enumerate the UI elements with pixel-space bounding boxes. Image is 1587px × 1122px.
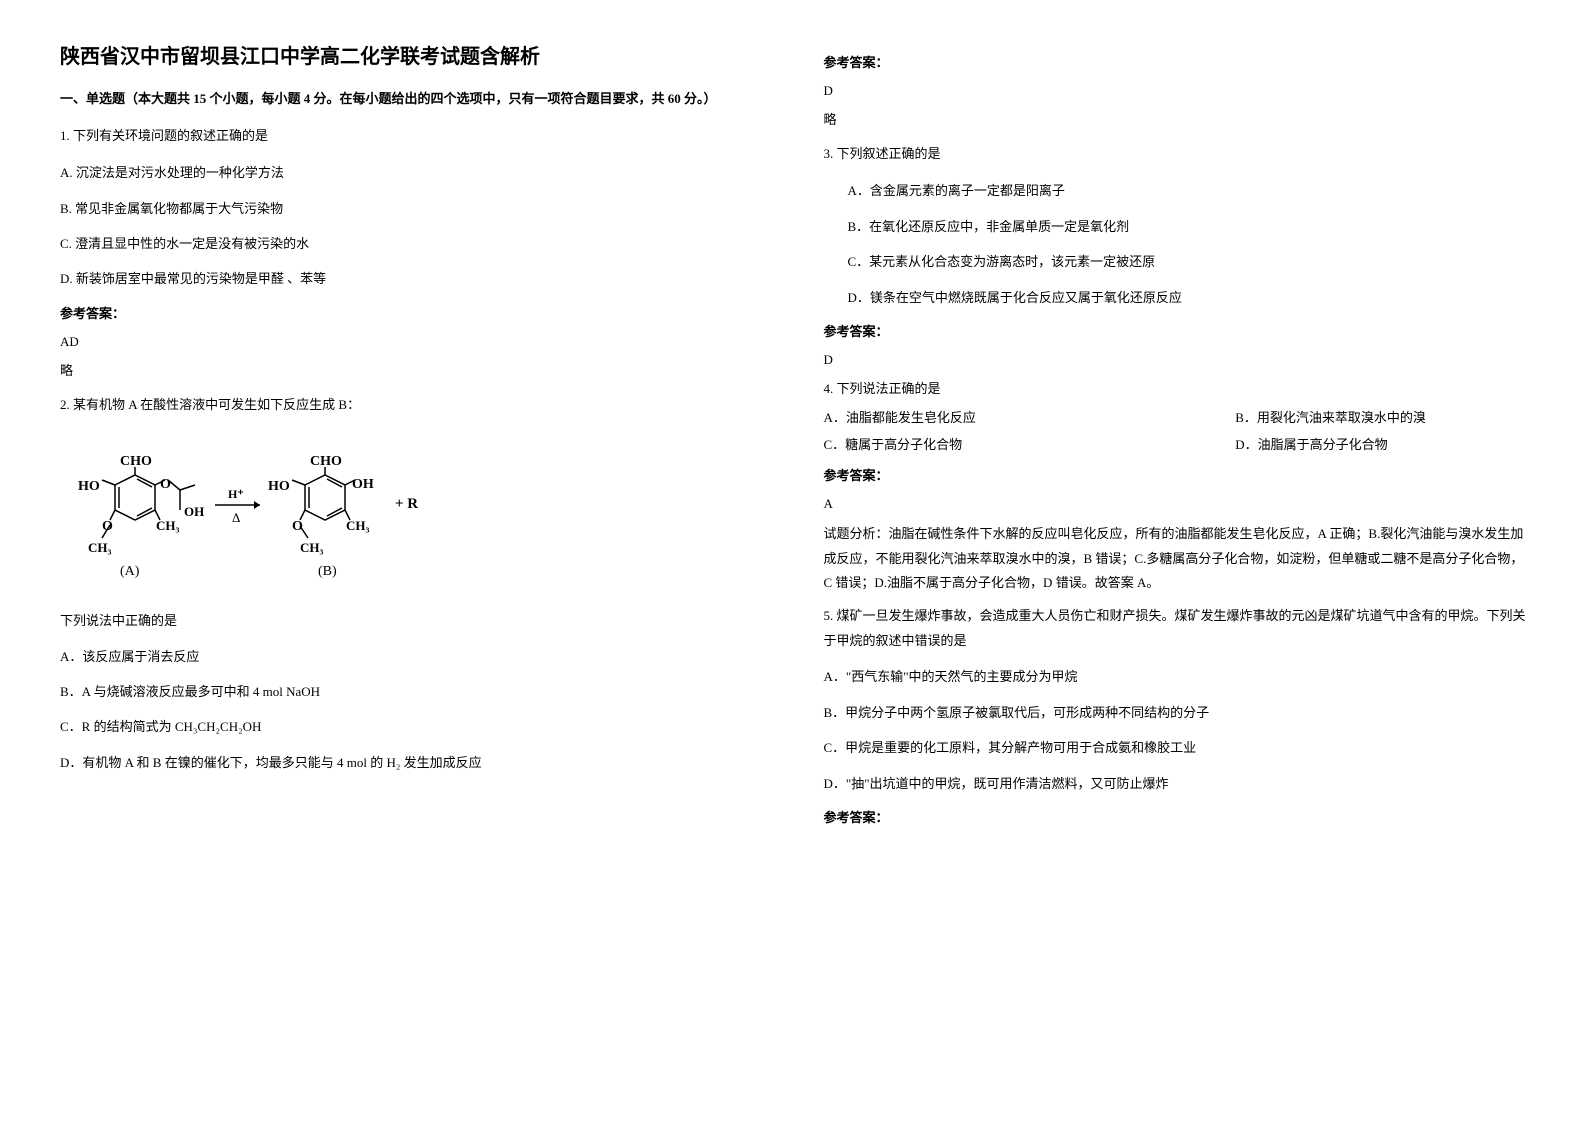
oh-label-a: OH (184, 504, 204, 519)
cho-label-b: CHO (310, 454, 342, 469)
q2-substem: 下列说法中正确的是 (60, 609, 764, 632)
q3-answer-label: 参考答案： (824, 321, 1528, 340)
q4-option-d: D．油脂属于高分子化合物 (1235, 434, 1527, 453)
q2-option-c: C．R 的结构简式为 CH₃CH₂CH₂OH (60, 715, 764, 738)
q4-option-c: C．糖属于高分子化合物 (824, 434, 1116, 453)
q1-option-b: B. 常见非金属氧化物都属于大气污染物 (60, 197, 764, 220)
q2-answer-label: 参考答案： (824, 52, 1528, 71)
q2-option-a: A．该反应属于消去反应 (60, 645, 764, 668)
q4-option-a: A．油脂都能发生皂化反应 (824, 407, 1116, 426)
plus-r-label: + R (395, 496, 418, 512)
left-column: 陕西省汉中市留坝县江口中学高二化学联考试题含解析 一、单选题（本大题共 15 个… (60, 40, 764, 838)
reaction-diagram: CHO HO O OH O CH₃ CH₃ (A) H⁺ Δ (60, 430, 480, 590)
q4-answer: A (824, 496, 1528, 512)
q2-answer: D (824, 83, 1528, 99)
benzene-ring-a (115, 475, 155, 520)
q4-row1: A．油脂都能发生皂化反应 B．用裂化汽油来萃取溴水中的溴 (824, 407, 1528, 426)
q3-stem: 3. 下列叙述正确的是 (824, 142, 1528, 165)
o-label-a2: O (102, 519, 113, 534)
page-title: 陕西省汉中市留坝县江口中学高二化学联考试题含解析 (60, 40, 764, 69)
q2-figure: CHO HO O OH O CH₃ CH₃ (A) H⁺ Δ (60, 430, 764, 595)
q2-option-b: B．A 与烧碱溶液反应最多可中和 4 mol NaOH (60, 680, 764, 703)
q4-option-b: B．用裂化汽油来萃取溴水中的溴 (1235, 407, 1527, 426)
q1-option-c: C. 澄清且显中性的水一定是没有被污染的水 (60, 232, 764, 255)
q1-note: 略 (60, 360, 764, 379)
q4-analysis: 试题分析：油脂在碱性条件下水解的反应叫皂化反应，所有的油脂都能发生皂化反应，A … (824, 522, 1528, 596)
q1-option-a: A. 沉淀法是对污水处理的一种化学方法 (60, 161, 764, 184)
o-label-a1: O (160, 477, 171, 492)
delta-label: Δ (232, 510, 240, 525)
ho-label-b: HO (268, 479, 290, 494)
q5-stem: 5. 煤矿一旦发生爆炸事故，会造成重大人员伤亡和财产损失。煤矿发生爆炸事故的元凶… (824, 604, 1528, 653)
q5-option-d: D．"抽"出坑道中的甲烷，既可用作清洁燃料，又可防止爆炸 (824, 772, 1528, 795)
q3-option-b: B．在氧化还原反应中，非金属单质一定是氧化剂 (848, 215, 1528, 238)
q2-option-d: D．有机物 A 和 B 在镍的催化下，均最多只能与 4 mol 的 H₂ 发生加… (60, 751, 764, 774)
q3-option-c: C．某元素从化合态变为游离态时，该元素一定被还原 (848, 250, 1528, 273)
o-label-b: O (292, 519, 303, 534)
q3-answer: D (824, 352, 1528, 368)
benzene-ring-b (305, 475, 345, 520)
q1-stem: 1. 下列有关环境问题的叙述正确的是 (60, 124, 764, 147)
ch3-label-a2: CH₃ (88, 540, 112, 555)
q5-option-c: C．甲烷是重要的化工原料，其分解产物可用于合成氨和橡胶工业 (824, 736, 1528, 759)
cho-label-a: CHO (120, 454, 152, 469)
q4-answer-label: 参考答案： (824, 465, 1528, 484)
ch3-label-b2: CH₃ (300, 540, 324, 555)
label-a: (A) (120, 564, 140, 579)
q1-answer-label: 参考答案： (60, 303, 764, 322)
q1-option-d: D. 新装饰居室中最常见的污染物是甲醛 、苯等 (60, 267, 764, 290)
oh-label-b: OH (352, 477, 374, 492)
section-heading: 一、单选题（本大题共 15 个小题，每小题 4 分。在每小题给出的四个选项中，只… (60, 89, 764, 110)
q5-option-a: A．"西气东输"中的天然气的主要成分为甲烷 (824, 665, 1528, 688)
label-b: (B) (318, 564, 337, 579)
q5-answer-label: 参考答案： (824, 807, 1528, 826)
q2-stem: 2. 某有机物 A 在酸性溶液中可发生如下反应生成 B： (60, 393, 764, 416)
q3-option-d: D．镁条在空气中燃烧既属于化合反应又属于氧化还原反应 (848, 286, 1528, 309)
h-plus-label: H⁺ (228, 487, 244, 501)
ch3-label-b: CH₃ (346, 518, 370, 533)
right-column: 参考答案： D 略 3. 下列叙述正确的是 A．含金属元素的离子一定都是阳离子 … (824, 40, 1528, 838)
ch3-label-a1: CH₃ (156, 518, 180, 533)
q5-option-b: B．甲烷分子中两个氢原子被氯取代后，可形成两种不同结构的分子 (824, 701, 1528, 724)
ho-label-a: HO (78, 479, 100, 494)
q3-option-a: A．含金属元素的离子一定都是阳离子 (848, 179, 1528, 202)
q4-row2: C．糖属于高分子化合物 D．油脂属于高分子化合物 (824, 434, 1528, 453)
q4-stem: 4. 下列说法正确的是 (824, 378, 1528, 397)
q2-note: 略 (824, 109, 1528, 128)
q1-answer: AD (60, 334, 764, 350)
